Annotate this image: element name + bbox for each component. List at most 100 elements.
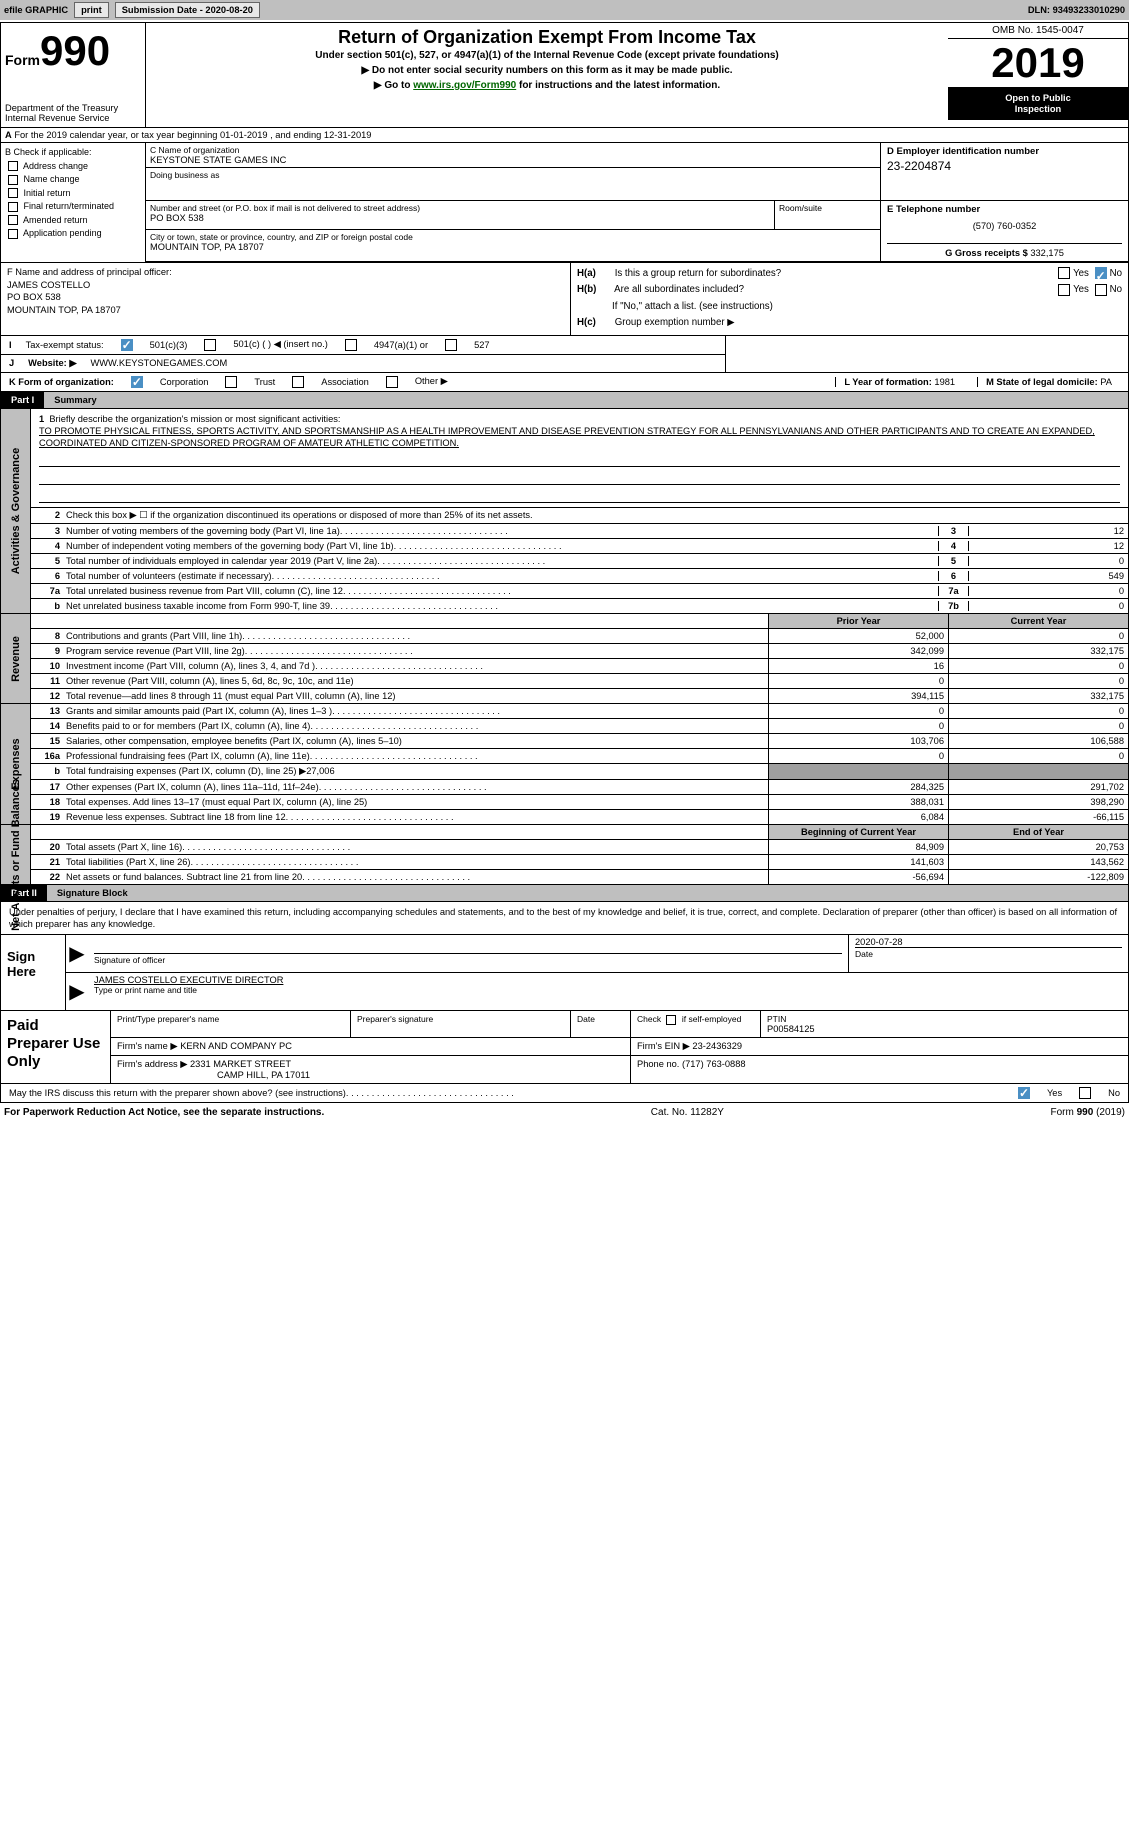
department-label: Department of the Treasury [5, 103, 141, 113]
print-button[interactable]: print [74, 2, 109, 18]
l19-cur: -66,115 [948, 810, 1128, 824]
chk-501c3[interactable] [121, 339, 133, 351]
l12-cur: 332,175 [948, 689, 1128, 703]
l18-cur: 398,290 [948, 795, 1128, 809]
top-bar: efile GRAPHIC print Submission Date - 20… [0, 0, 1129, 20]
chk-ha-no[interactable] [1095, 267, 1107, 279]
l8-cur: 0 [948, 629, 1128, 643]
chk-self-employed[interactable] [666, 1015, 676, 1025]
l10-cur: 0 [948, 659, 1128, 673]
tax-year: 2019 [948, 39, 1128, 87]
chk-amended-return[interactable] [8, 215, 18, 225]
l15-cur: 106,588 [948, 734, 1128, 748]
netassets-section: Net Assets or Fund Balances Beginning of… [0, 825, 1129, 885]
l17-cur: 291,702 [948, 780, 1128, 794]
form-number: Form990 [5, 27, 141, 75]
l13-cur: 0 [948, 704, 1128, 718]
chk-527[interactable] [445, 339, 457, 351]
chk-other[interactable] [386, 376, 398, 388]
instructions-link[interactable]: www.irs.gov/Form990 [413, 80, 516, 91]
discuss-row: May the IRS discuss this return with the… [0, 1084, 1129, 1103]
chk-501c[interactable] [204, 339, 216, 351]
org-city: MOUNTAIN TOP, PA 18707 [150, 242, 876, 252]
tab-netassets: Net Assets or Fund Balances [10, 779, 22, 931]
line6-val: 549 [968, 571, 1128, 581]
l11-cur: 0 [948, 674, 1128, 688]
chk-discuss-no[interactable] [1079, 1087, 1091, 1099]
firm-ein: 23-2436329 [692, 1041, 742, 1051]
website-value: WWW.KEYSTONEGAMES.COM [90, 358, 227, 368]
l16a-prior: 0 [768, 749, 948, 763]
chk-hb-yes[interactable] [1058, 284, 1070, 296]
firm-addr1: 2331 MARKET STREET [190, 1059, 291, 1069]
l11-prior: 0 [768, 674, 948, 688]
status-website-row: I Tax-exempt status: 501(c)(3) 501(c) ( … [0, 336, 1129, 373]
l15-prior: 103,706 [768, 734, 948, 748]
org-address: PO BOX 538 [150, 213, 770, 223]
mission-statement: TO PROMOTE PHYSICAL FITNESS, SPORTS ACTI… [39, 426, 1095, 448]
chk-name-change[interactable] [8, 175, 18, 185]
omb-number: OMB No. 1545-0047 [948, 23, 1128, 39]
l12-prior: 394,115 [768, 689, 948, 703]
form-header: Form990 Department of the Treasury Inter… [0, 22, 1129, 128]
firm-addr2: CAMP HILL, PA 17011 [217, 1070, 310, 1080]
section-d: D Employer identification number 23-2204… [881, 143, 1128, 200]
ein: 23-2204874 [887, 157, 1122, 173]
form-subtitle-3: ▶ Go to www.irs.gov/Form990 for instruct… [154, 78, 940, 93]
chk-discuss-yes[interactable] [1018, 1087, 1030, 1099]
l21-end: 143,562 [948, 855, 1128, 869]
chk-hb-no[interactable] [1095, 284, 1107, 296]
l22-end: -122,809 [948, 870, 1128, 884]
gross-receipts: 332,175 [1030, 248, 1064, 258]
tab-activities-governance: Activities & Governance [10, 448, 22, 575]
dln-label: DLN: 93493233010290 [1028, 5, 1125, 15]
section-b: B Check if applicable: Address change Na… [1, 143, 146, 262]
l18-prior: 388,031 [768, 795, 948, 809]
l13-prior: 0 [768, 704, 948, 718]
chk-ha-yes[interactable] [1058, 267, 1070, 279]
part-2-header: Part II Signature Block [0, 885, 1129, 902]
paid-preparer-section: Paid Preparer Use Only Print/Type prepar… [0, 1011, 1129, 1084]
sig-date: 2020-07-28 [855, 937, 1122, 947]
tab-revenue: Revenue [10, 636, 22, 682]
section-f: F Name and address of principal officer:… [1, 263, 571, 335]
revenue-section: Revenue Prior YearCurrent Year 8Contribu… [0, 614, 1129, 704]
section-h: H(a) Is this a group return for subordin… [571, 263, 1128, 335]
open-to-public: Open to Public Inspection [948, 87, 1128, 120]
k-row: K Form of organization: Corporation Trus… [0, 373, 1129, 392]
irs-label: Internal Revenue Service [5, 113, 141, 123]
period-row: A For the 2019 calendar year, or tax yea… [0, 128, 1129, 143]
efile-label: efile GRAPHIC [4, 5, 68, 15]
chk-initial-return[interactable] [8, 188, 18, 198]
chk-association[interactable] [292, 376, 304, 388]
section-e: E Telephone number (570) 760-0352 G Gros… [881, 201, 1128, 261]
chk-application-pending[interactable] [8, 229, 18, 239]
officer-name: JAMES COSTELLO EXECUTIVE DIRECTOR [94, 975, 1122, 985]
telephone: (570) 760-0352 [887, 215, 1122, 231]
l14-cur: 0 [948, 719, 1128, 733]
state-domicile: PA [1100, 377, 1112, 387]
line3-val: 12 [968, 526, 1128, 536]
chk-4947[interactable] [345, 339, 357, 351]
activities-governance-section: Activities & Governance 1 Briefly descri… [0, 409, 1129, 614]
l9-prior: 342,099 [768, 644, 948, 658]
sign-arrow-icon-2: ▶ [66, 973, 88, 1010]
info-bcd-row: B Check if applicable: Address change Na… [0, 143, 1129, 263]
chk-address-change[interactable] [8, 161, 18, 171]
sign-here-section: Sign Here ▶ Signature of officer 2020-07… [0, 935, 1129, 1011]
firm-phone: (717) 763-0888 [682, 1059, 746, 1069]
firm-name: KERN AND COMPANY PC [180, 1041, 292, 1051]
chk-corporation[interactable] [131, 376, 143, 388]
chk-trust[interactable] [225, 376, 237, 388]
submission-date-button[interactable]: Submission Date - 2020-08-20 [115, 2, 260, 18]
l21-begin: 141,603 [768, 855, 948, 869]
line7b-val: 0 [968, 601, 1128, 611]
line7a-val: 0 [968, 586, 1128, 596]
l10-prior: 16 [768, 659, 948, 673]
line4-val: 12 [968, 541, 1128, 551]
l16a-cur: 0 [948, 749, 1128, 763]
l14-prior: 0 [768, 719, 948, 733]
l8-prior: 52,000 [768, 629, 948, 643]
sign-arrow-icon: ▶ [66, 935, 88, 972]
chk-final-return[interactable] [8, 202, 18, 212]
